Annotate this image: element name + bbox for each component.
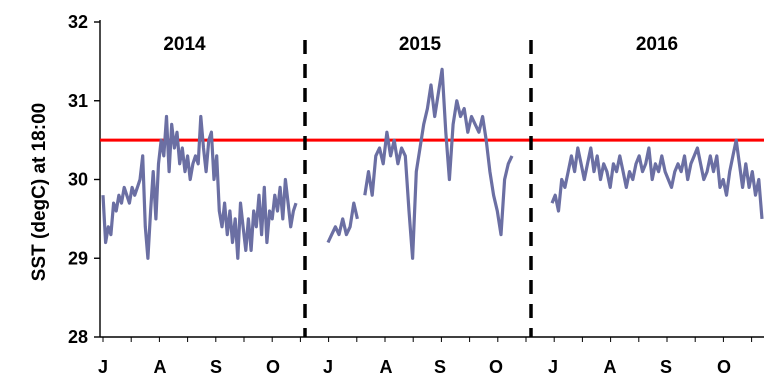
y-tick-label: 29 [68,248,88,268]
y-tick-label: 31 [68,91,88,111]
labels-layer: 28 29 30 31 32 2014 J A S O 2015 J A S O 2016 J A S O [68,12,731,377]
x-tick-label: J [98,357,108,377]
sst-series-2015 [326,67,514,260]
x-tick-label: S [660,357,672,377]
y-axis-label: SST (degC) at 18:00 [29,103,50,281]
x-tick-label: J [548,357,558,377]
x-tick-label: A [154,357,167,377]
x-tick-label: A [604,357,617,377]
year-dividers [303,40,533,337]
x-tick-label: J [323,357,333,377]
x-tick-label: S [434,357,446,377]
sst-series-2014 [101,114,298,260]
year-label-2015: 2015 [399,34,442,55]
x-tick-label: S [210,357,222,377]
y-tick-label: 30 [68,170,88,190]
series-layer [101,67,764,260]
x-tick-label: A [380,357,393,377]
y-tick-label: 28 [68,327,88,347]
x-tick-label: O [717,357,731,377]
year-label-2016: 2016 [636,34,678,55]
y-tick-label: 32 [68,12,88,32]
axes [94,20,764,342]
x-tick-label: O [489,357,503,377]
x-tick-label: O [266,357,280,377]
year-label-2014: 2014 [163,34,206,55]
sst-series-2016 [550,138,764,220]
